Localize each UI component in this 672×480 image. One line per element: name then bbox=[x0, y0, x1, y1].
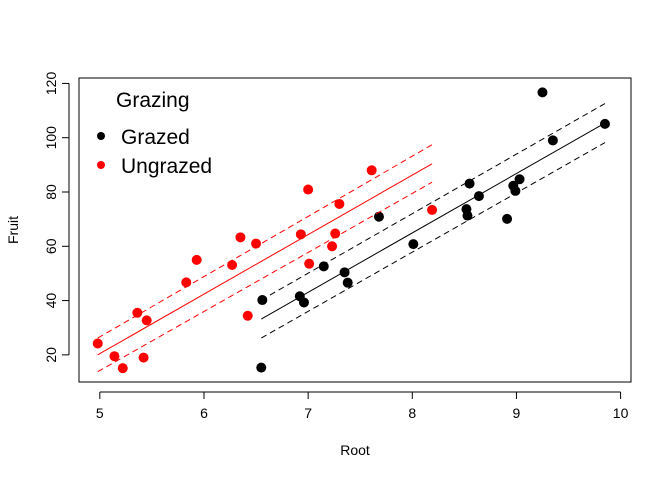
data-point-ungrazed bbox=[242, 310, 253, 321]
series-layer bbox=[92, 87, 610, 374]
x-tick-label: 9 bbox=[513, 405, 521, 421]
fit-line-ungrazed bbox=[97, 163, 433, 356]
data-point-ungrazed bbox=[303, 184, 314, 195]
data-point-grazed bbox=[298, 297, 309, 308]
data-point-ungrazed bbox=[191, 254, 202, 265]
y-axis: 20 40 60 80 100 120 bbox=[43, 72, 70, 363]
data-point-ungrazed bbox=[181, 277, 192, 288]
y-tick-label: 100 bbox=[43, 126, 59, 150]
data-point-grazed bbox=[473, 191, 484, 202]
x-axis-title: Root bbox=[340, 442, 370, 458]
data-point-grazed bbox=[318, 261, 329, 272]
data-point-grazed bbox=[257, 295, 268, 306]
confidence-lower-grazed bbox=[261, 142, 606, 339]
data-point-grazed bbox=[408, 239, 419, 250]
data-point-ungrazed bbox=[138, 352, 149, 363]
x-tick-label: 8 bbox=[408, 405, 416, 421]
fit-line-grazed bbox=[261, 122, 606, 320]
x-tick-label: 6 bbox=[200, 405, 208, 421]
x-tick-label: 5 bbox=[96, 405, 104, 421]
data-point-ungrazed bbox=[304, 258, 315, 269]
legend-marker-grazed bbox=[97, 132, 105, 140]
y-tick-label: 40 bbox=[43, 293, 59, 309]
confidence-lower-ungrazed bbox=[97, 181, 433, 373]
legend-label-ungrazed: Ungrazed bbox=[121, 155, 212, 178]
data-point-ungrazed bbox=[330, 228, 341, 239]
data-point-ungrazed bbox=[92, 338, 103, 349]
data-point-grazed bbox=[502, 213, 513, 224]
legend-title: Grazing bbox=[116, 89, 190, 112]
legend-label-grazed: Grazed bbox=[121, 126, 190, 149]
data-point-ungrazed bbox=[327, 241, 338, 252]
confidence-upper-ungrazed bbox=[97, 144, 433, 339]
data-point-grazed bbox=[547, 135, 558, 146]
series-ungrazed bbox=[92, 144, 438, 374]
data-point-grazed bbox=[462, 210, 473, 221]
series-grazed bbox=[256, 87, 610, 373]
x-axis: 5 6 7 8 9 10 bbox=[96, 391, 629, 421]
data-point-grazed bbox=[256, 362, 267, 373]
data-point-ungrazed bbox=[366, 165, 377, 176]
data-point-ungrazed bbox=[141, 315, 152, 326]
legend: Grazing Grazed Ungrazed bbox=[97, 89, 212, 178]
data-point-ungrazed bbox=[132, 307, 143, 318]
y-tick-label: 20 bbox=[43, 347, 59, 363]
data-point-grazed bbox=[514, 174, 525, 185]
plot-frame bbox=[78, 77, 632, 383]
data-point-ungrazed bbox=[295, 229, 306, 240]
x-tick-label: 7 bbox=[304, 405, 312, 421]
data-point-ungrazed bbox=[251, 238, 262, 249]
data-point-grazed bbox=[373, 211, 384, 222]
data-point-ungrazed bbox=[334, 198, 345, 209]
data-point-ungrazed bbox=[117, 363, 128, 374]
y-tick-label: 80 bbox=[43, 184, 59, 200]
data-point-ungrazed bbox=[235, 232, 246, 243]
y-tick-label: 60 bbox=[43, 238, 59, 254]
data-point-grazed bbox=[599, 118, 610, 129]
legend-marker-ungrazed bbox=[97, 161, 105, 169]
y-axis-title: Fruit bbox=[5, 216, 21, 244]
data-point-ungrazed bbox=[427, 204, 438, 215]
data-point-grazed bbox=[464, 178, 475, 189]
data-point-grazed bbox=[339, 267, 350, 278]
x-tick-label: 10 bbox=[613, 405, 629, 421]
data-point-ungrazed bbox=[227, 260, 238, 271]
confidence-upper-grazed bbox=[261, 103, 606, 301]
data-point-grazed bbox=[537, 87, 548, 98]
data-point-grazed bbox=[510, 185, 521, 196]
data-point-grazed bbox=[342, 277, 353, 288]
data-point-ungrazed bbox=[109, 351, 120, 362]
y-tick-label: 120 bbox=[43, 72, 59, 96]
